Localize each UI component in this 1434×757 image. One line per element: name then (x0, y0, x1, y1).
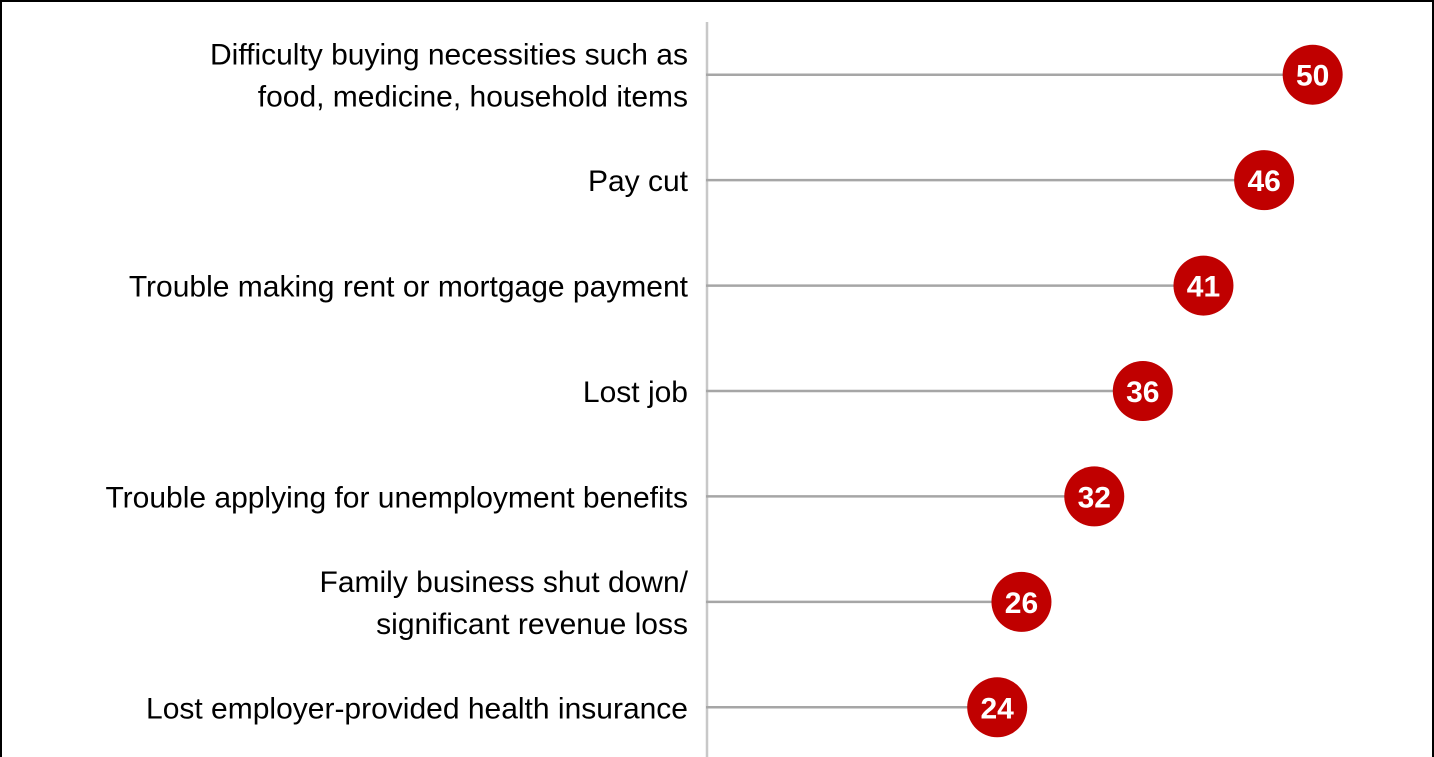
data-label: 46 (1247, 165, 1280, 198)
dot (967, 677, 1028, 738)
category-label: Trouble applying for unemployment benefi… (105, 481, 688, 514)
data-label: 32 (1078, 481, 1111, 514)
dot (1282, 44, 1343, 105)
data-label: 36 (1126, 376, 1159, 409)
data-label: 24 (981, 692, 1015, 725)
category-label: Family business shut down/significant re… (320, 566, 689, 641)
data-label: 50 (1296, 60, 1329, 93)
category-label: Lost employer-provided health insurance (146, 692, 688, 725)
dot (1112, 361, 1173, 421)
dot (1064, 466, 1125, 527)
data-label: 41 (1187, 271, 1220, 304)
category-label: Trouble making rent or mortgage payment (129, 271, 689, 304)
dot (991, 571, 1052, 632)
category-label: Difficulty buying necessities such as foo… (210, 39, 688, 114)
dot (1234, 150, 1295, 211)
data-label: 26 (1005, 587, 1038, 620)
category-label: Lost job (583, 376, 688, 409)
category-label: Pay cut (588, 165, 689, 198)
dot (1173, 255, 1234, 316)
